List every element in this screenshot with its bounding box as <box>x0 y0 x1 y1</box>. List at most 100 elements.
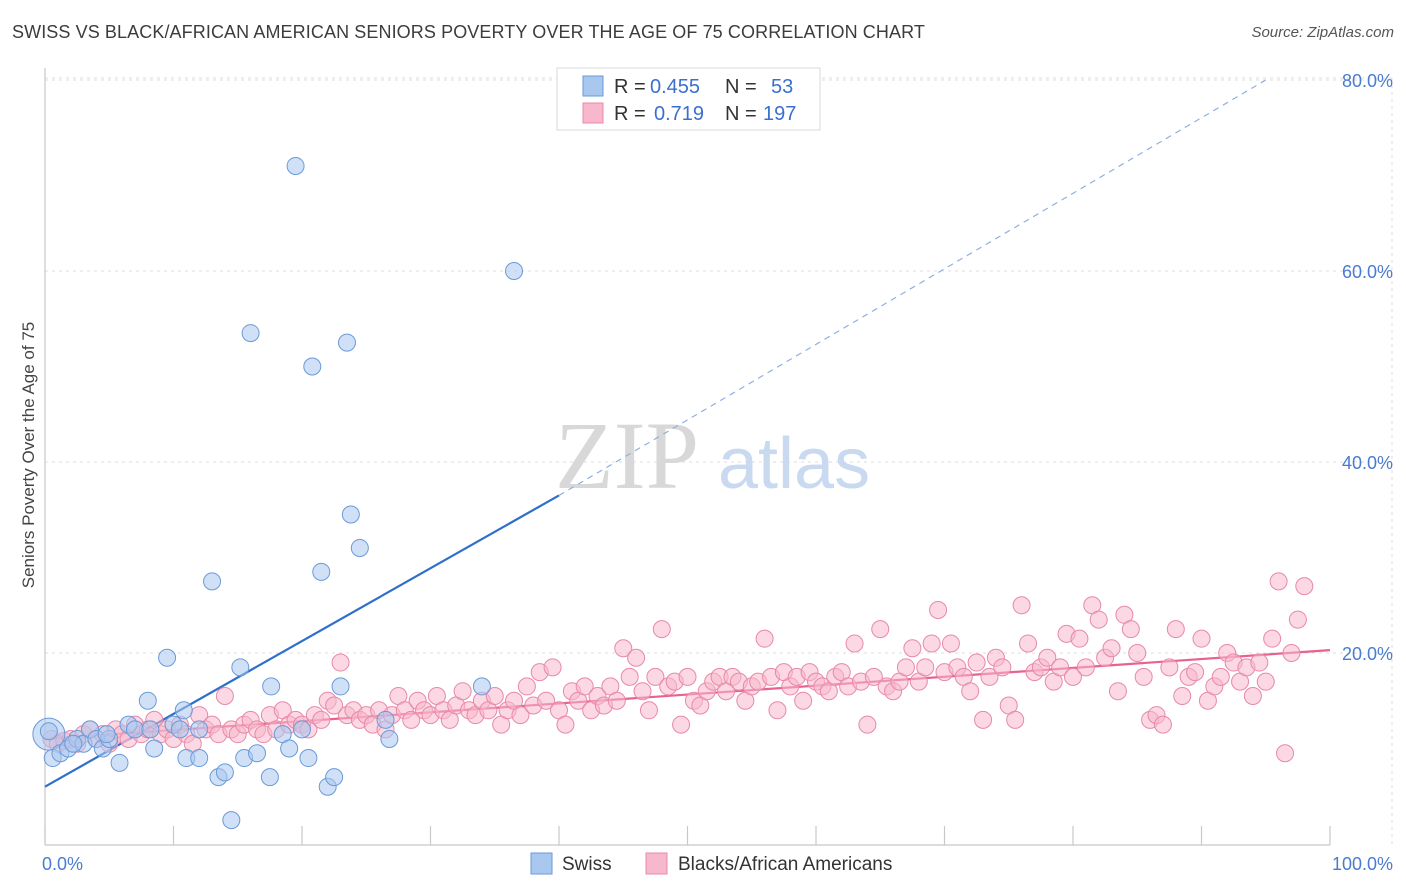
black-point <box>614 639 633 658</box>
axes <box>44 68 1331 846</box>
swiss-point <box>64 734 83 753</box>
black-point <box>1038 648 1057 667</box>
black-point <box>485 686 504 705</box>
black-point <box>903 639 922 658</box>
black-point <box>1276 744 1295 763</box>
black-point <box>929 601 948 620</box>
black-point <box>453 682 472 701</box>
chart-source: Source: ZipAtlas.com <box>1251 24 1394 41</box>
black-point <box>755 629 774 648</box>
black-point <box>1006 710 1025 729</box>
swiss-point <box>145 739 164 758</box>
black-point <box>556 715 575 734</box>
legend-swiss-swatch <box>582 75 604 97</box>
legend-bottom-swiss-swatch <box>530 852 553 875</box>
chart-title: SWISS VS BLACK/AFRICAN AMERICAN SENIORS … <box>12 22 925 42</box>
black-point <box>871 620 890 639</box>
black-point <box>620 667 639 686</box>
watermark-atlas: atlas <box>718 424 870 504</box>
swiss-point <box>472 677 491 696</box>
black-point <box>639 701 658 720</box>
legend-top: R = 0.455 N = 53 R = 0.719 N = 197 <box>556 67 821 131</box>
black-point <box>517 677 536 696</box>
black-point <box>845 634 864 653</box>
black-point <box>1282 644 1301 662</box>
swiss-point <box>260 768 279 787</box>
swiss-point <box>350 538 369 557</box>
black-point <box>1256 672 1275 691</box>
black-point <box>312 710 331 729</box>
swiss-point <box>299 749 318 768</box>
swiss-point <box>337 333 356 352</box>
swiss-point <box>312 562 331 581</box>
swiss-point <box>376 710 395 729</box>
black-point <box>215 686 234 705</box>
black-point <box>794 691 813 710</box>
swiss-point <box>231 658 250 677</box>
black-point <box>331 653 350 672</box>
black-point <box>1160 658 1179 677</box>
x-tick-labels: 0.0% 100.0% <box>42 854 1393 874</box>
legend-bottom-black-swatch <box>645 852 668 875</box>
black-point <box>1166 620 1185 639</box>
black-point <box>768 701 787 720</box>
swiss-point <box>190 720 209 739</box>
black-point <box>1134 667 1153 686</box>
black-point <box>1192 629 1211 648</box>
swiss-point <box>341 505 360 524</box>
black-point <box>1019 634 1038 653</box>
swiss-point <box>39 722 58 741</box>
black-point <box>1064 667 1082 686</box>
black-point <box>1128 644 1147 662</box>
swiss-point <box>262 677 281 696</box>
swiss-point <box>505 262 524 280</box>
watermark: ZIP atlas <box>555 402 870 509</box>
swiss-point <box>174 701 193 720</box>
black-point <box>1288 610 1307 629</box>
legend-bottom: Swiss Blacks/African Americans <box>530 852 892 875</box>
black-point <box>646 667 665 686</box>
black-point <box>1012 596 1031 615</box>
black-point <box>607 691 626 710</box>
legend-swiss-n-value: 53 <box>771 76 793 98</box>
black-point <box>980 667 999 686</box>
black-point <box>922 634 941 653</box>
black-point <box>1089 610 1108 629</box>
y-tick-labels: 20.0% 40.0% 60.0% 80.0% <box>1342 71 1393 664</box>
black-point <box>1263 629 1282 648</box>
swiss-point <box>286 156 305 175</box>
swiss-point <box>141 720 160 739</box>
black-point <box>678 667 697 686</box>
legend-swiss-r-label: R = <box>614 76 646 98</box>
y-tick-label: 20.0% <box>1342 644 1393 664</box>
black-point <box>896 658 915 677</box>
legend-bottom-swiss-label: Swiss <box>562 854 612 875</box>
swiss-point <box>331 677 350 696</box>
y-tick-label: 80.0% <box>1342 71 1393 91</box>
swiss-point <box>215 763 234 782</box>
black-point <box>967 653 986 672</box>
black-point <box>1211 667 1230 686</box>
black-point <box>537 691 556 710</box>
black-point <box>575 677 594 696</box>
black-point <box>1070 629 1089 648</box>
grid-lines <box>45 77 1393 845</box>
swiss-point <box>190 749 209 768</box>
black-point <box>1250 653 1269 672</box>
black-point <box>652 620 671 639</box>
black-point <box>1051 658 1070 677</box>
black-point <box>864 667 883 686</box>
legend-swiss-r-value: 0.455 <box>650 76 700 98</box>
black-point <box>993 658 1012 677</box>
swiss-point <box>125 720 144 739</box>
swiss-points <box>32 156 524 830</box>
black-point <box>1121 620 1140 639</box>
y-axis-label: Seniors Poverty Over the Age of 75 <box>19 322 38 588</box>
black-point <box>402 710 421 729</box>
black-point <box>1108 682 1127 701</box>
black-point <box>1173 686 1192 705</box>
legend-swiss-n-label: N = <box>725 76 757 98</box>
black-point <box>1076 658 1095 677</box>
black-point <box>543 658 562 677</box>
